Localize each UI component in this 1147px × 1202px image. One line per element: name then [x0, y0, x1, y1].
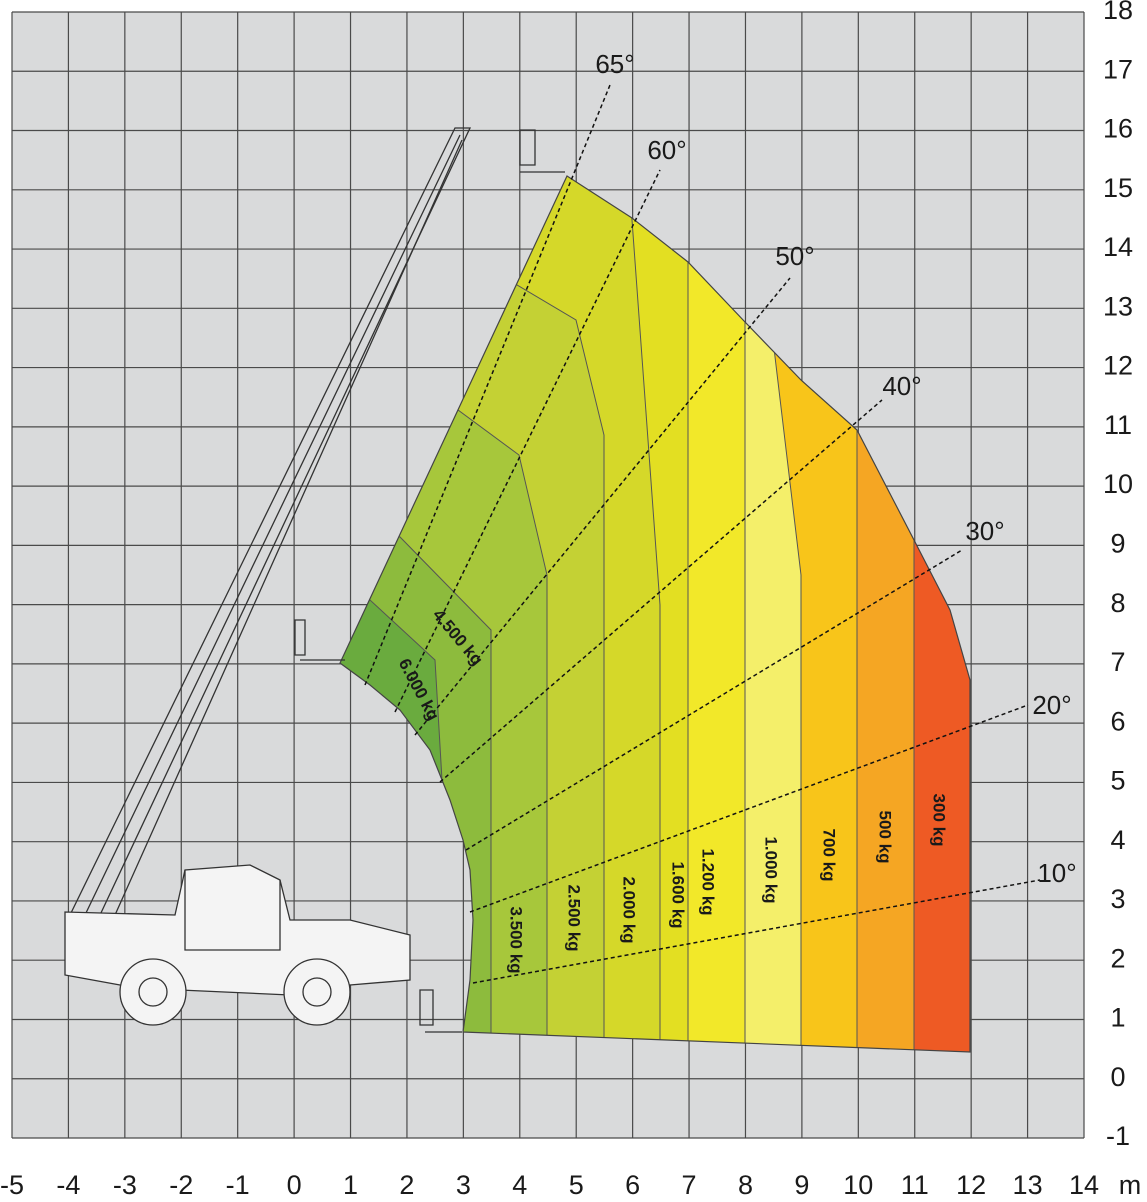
x-tick-label: 0 [287, 1170, 302, 1200]
angle-label: 65° [595, 49, 634, 79]
envelope [339, 175, 971, 1053]
x-tick-label: -4 [56, 1170, 80, 1200]
angle-line [364, 84, 611, 686]
angle-label: 30° [965, 516, 1004, 546]
load-label: 1.000 kg [762, 836, 781, 903]
x-tick-label: 13 [1013, 1170, 1043, 1200]
y-tick-label: 10 [1103, 469, 1133, 499]
x-tick-label: -1 [226, 1170, 250, 1200]
y-tick-label: 12 [1103, 351, 1133, 381]
y-tick-label: 7 [1110, 647, 1125, 677]
boom [69, 127, 472, 916]
load-label: 3.500 kg [507, 906, 526, 973]
angle-line [465, 549, 963, 851]
angle-label: 50° [775, 241, 814, 271]
y-tick-label: 4 [1110, 825, 1125, 855]
load-label: 2.000 kg [620, 876, 639, 943]
boom-inner [84, 134, 463, 916]
angle-lines [364, 84, 1041, 984]
load-label: 500 kg [876, 811, 895, 864]
hub [302, 977, 332, 1007]
angle-line [469, 704, 1029, 913]
y-tick-label: 6 [1110, 706, 1125, 736]
y-tick-label: 15 [1103, 173, 1133, 203]
unit-label: m [1119, 1170, 1142, 1200]
fork-mid [294, 619, 345, 661]
x-tick-label: 11 [901, 1170, 929, 1200]
x-tick-label: 7 [682, 1170, 697, 1200]
y-tick-label: 0 [1110, 1062, 1125, 1092]
x-tick-label: 12 [956, 1170, 986, 1200]
wheel [283, 958, 351, 1026]
load-label: 700 kg [820, 829, 839, 882]
angle-line [472, 879, 1041, 984]
angle-line [414, 277, 791, 736]
x-tick-label: 2 [399, 1170, 414, 1200]
angle-line [394, 169, 661, 713]
angle-label: 10° [1037, 858, 1076, 888]
y-tick-label: 1 [1110, 1003, 1125, 1033]
y-tick-label: 5 [1110, 766, 1125, 796]
y-tick-label: 17 [1103, 54, 1133, 84]
x-tick-label: 10 [843, 1170, 873, 1200]
y-tick-label: 13 [1103, 291, 1133, 321]
x-tick-label: -3 [113, 1170, 137, 1200]
angle-label: 20° [1032, 690, 1071, 720]
x-tick-label: 8 [738, 1170, 753, 1200]
wheel [119, 958, 187, 1026]
angle-label: 60° [647, 135, 686, 165]
x-tick-label: 9 [794, 1170, 809, 1200]
y-tick-label: -1 [1106, 1121, 1130, 1151]
load-label: 1.600 kg [669, 861, 688, 928]
y-tick-label: 11 [1104, 410, 1132, 440]
x-tick-label: 1 [343, 1170, 358, 1200]
y-tick-label: 16 [1103, 114, 1133, 144]
y-tick-label: 18 [1103, 0, 1133, 25]
angle-line [439, 399, 883, 783]
load-label: 2.500 kg [565, 884, 584, 951]
x-tick-label: 14 [1069, 1170, 1099, 1200]
fork-low [419, 989, 462, 1033]
x-tick-label: -2 [169, 1170, 193, 1200]
load-label: 1.200 kg [699, 848, 718, 915]
y-tick-label: 14 [1103, 232, 1133, 262]
telehandler [64, 127, 565, 1033]
angle-label: 40° [882, 371, 921, 401]
fork-top [519, 129, 565, 173]
zone-boundary [619, 176, 661, 1052]
y-tick-label: 2 [1110, 943, 1125, 973]
x-tick-label: 5 [569, 1170, 584, 1200]
y-tick-label: 8 [1110, 588, 1125, 618]
y-tick-label: 3 [1110, 884, 1125, 914]
x-tick-label: 6 [625, 1170, 640, 1200]
cab [184, 870, 281, 951]
x-tick-label: 4 [512, 1170, 527, 1200]
hub [138, 977, 168, 1007]
x-tick-label: 3 [456, 1170, 471, 1200]
x-tick-label: -5 [0, 1170, 24, 1200]
y-tick-label: 9 [1110, 528, 1125, 558]
load-label: 300 kg [930, 794, 949, 847]
